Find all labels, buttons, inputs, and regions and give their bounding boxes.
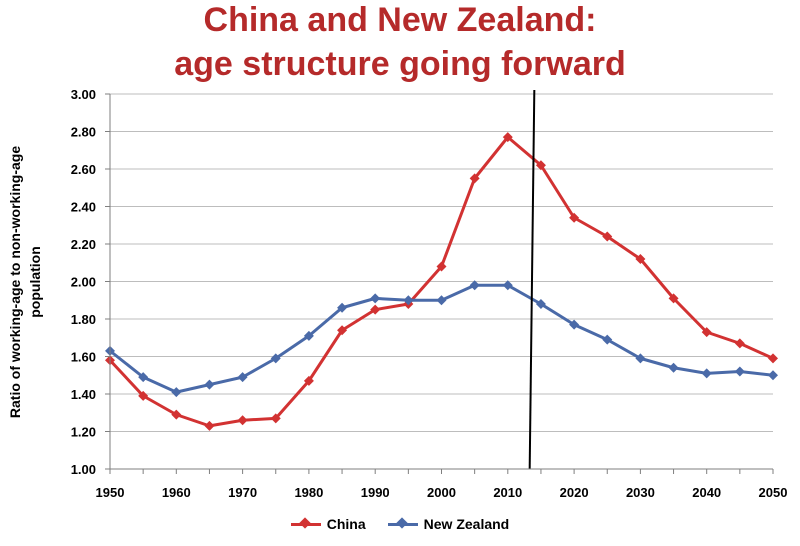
axis-layer: 1.00 1.20 1.40 1.60 1.80 2.00 2.20 2.40 2.60 2.80… [71, 87, 788, 500]
y-tick-label: 1.20 [71, 425, 96, 440]
data-point-new-zealand [469, 280, 480, 291]
data-point-new-zealand [138, 372, 149, 383]
data-point-new-zealand [204, 379, 215, 390]
chart-title-line-1: China and New Zealand: [203, 1, 597, 39]
grid-layer [110, 93, 773, 432]
data-point-new-zealand [602, 334, 613, 345]
legend-swatch-new-zealand [387, 517, 418, 530]
data-point-new-zealand [370, 293, 381, 304]
y-axis-label-line-2: population [27, 246, 43, 318]
data-point-china [635, 254, 646, 264]
y-tick-label: 1.40 [71, 387, 96, 402]
data-point-new-zealand [502, 280, 513, 291]
y-tick-label: 2.80 [71, 125, 96, 140]
y-tick-label: 2.40 [71, 200, 96, 215]
data-point-china [502, 132, 513, 143]
legend-swatch-china [290, 517, 321, 530]
x-tick-label: 1980 [294, 485, 323, 500]
data-point-china [569, 212, 580, 223]
x-tick-label: 1950 [96, 485, 125, 500]
data-point-china [370, 304, 381, 315]
y-tick-label: 1.00 [71, 462, 96, 477]
legend-item-china: China [290, 516, 366, 532]
data-point-china [171, 409, 182, 420]
y-tick-label: 3.00 [71, 87, 96, 102]
data-point-china [469, 173, 480, 184]
x-tick-label: 2000 [427, 485, 456, 500]
y-tick-label: 1.60 [71, 350, 96, 365]
y-tick-label: 1.80 [71, 312, 96, 327]
x-tick-label: 2040 [692, 485, 721, 500]
data-point-new-zealand [768, 370, 778, 381]
data-point-china [668, 293, 679, 304]
data-point-china [237, 415, 248, 426]
series-layer [105, 89, 778, 470]
y-tick-label: 2.00 [71, 275, 96, 290]
data-point-new-zealand [436, 295, 447, 306]
data-point-china [602, 231, 613, 242]
legend-item-new-zealand: New Zealand [387, 516, 510, 532]
data-point-china [270, 413, 281, 424]
data-point-new-zealand [303, 330, 314, 341]
x-tick-label: 2030 [626, 485, 655, 500]
data-point-new-zealand [337, 302, 348, 313]
data-point-china [436, 261, 447, 272]
data-point-new-zealand [535, 299, 546, 309]
y-tick-label: 2.20 [71, 237, 96, 252]
data-point-new-zealand [635, 353, 646, 364]
legend: China New Zealand [0, 516, 800, 532]
x-tick-label: 2010 [493, 485, 522, 500]
data-point-new-zealand [237, 372, 248, 383]
data-point-china [138, 390, 149, 401]
y-axis-label-line-1: Ratio of working-age to non-working-age [7, 146, 23, 418]
data-point-china [204, 420, 215, 431]
data-point-new-zealand [403, 295, 414, 306]
data-point-china [303, 375, 314, 386]
data-point-china [535, 160, 546, 171]
data-point-china [337, 325, 348, 336]
data-point-new-zealand [701, 368, 712, 379]
x-tick-label: 1960 [162, 485, 191, 500]
data-point-new-zealand [569, 319, 580, 330]
vertical-marker-line [528, 89, 536, 470]
data-point-china [768, 353, 778, 364]
x-tick-label: 1990 [361, 485, 390, 500]
data-point-new-zealand [668, 362, 679, 373]
data-point-new-zealand [270, 353, 281, 364]
data-point-china [734, 338, 745, 349]
y-tick-label: 2.60 [71, 162, 96, 177]
x-tick-label: 2050 [759, 485, 788, 500]
data-point-new-zealand [171, 387, 182, 398]
legend-label-new-zealand: New Zealand [423, 516, 510, 532]
data-point-new-zealand [734, 366, 745, 377]
x-tick-label: 2020 [560, 485, 589, 500]
data-point-china [701, 327, 712, 338]
chart-title-line-2: age structure going forward [174, 45, 626, 83]
legend-label-china: China [326, 516, 366, 532]
x-tick-label: 1970 [228, 485, 257, 500]
